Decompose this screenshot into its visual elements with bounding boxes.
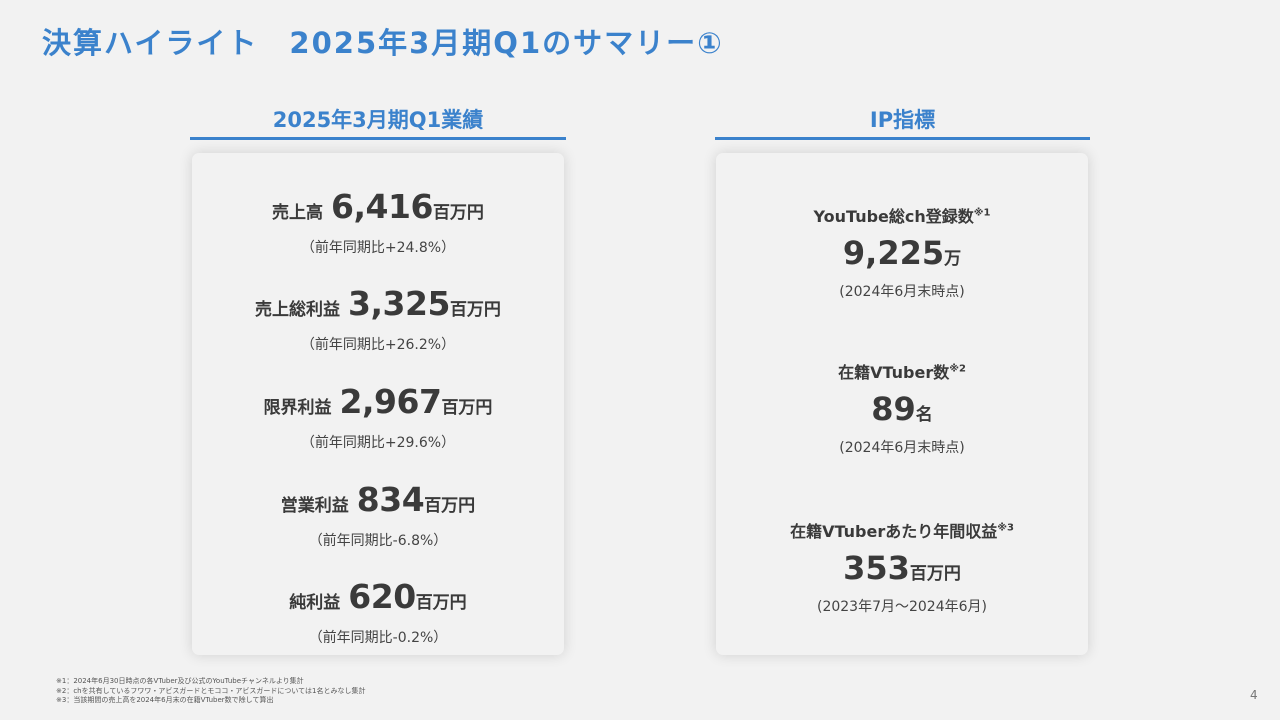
metric-operating-profit: 営業利益 834百万円 （前年同期比-6.8%）: [192, 483, 564, 550]
ip-metric-youtube-subscribers: YouTube総ch登録数※1 9,225万 (2024年6月末時点): [716, 203, 1088, 301]
ip-indicators-heading: IP指標: [715, 104, 1090, 140]
footnote-2: ※2：chを共有しているフワワ・アビスガードとモココ・アビスガードについては1名…: [56, 686, 366, 695]
ip-metric-label: 在籍VTuberあたり年間収益: [790, 522, 998, 541]
metric-value: 2,967: [339, 382, 442, 421]
metric-unit: 百万円: [432, 203, 484, 223]
ip-metric-unit: 名: [915, 405, 933, 425]
ip-metric-value: 89: [871, 390, 916, 428]
metric-label: 売上総利益: [255, 300, 341, 320]
metric-label: 営業利益: [280, 496, 349, 516]
ip-metric-unit: 百万円: [909, 564, 961, 584]
footnote-ref: ※1: [973, 207, 991, 219]
ip-metric-label: 在籍VTuber数: [838, 363, 950, 382]
metric-unit: 百万円: [449, 300, 501, 320]
metric-yoy: （前年同期比+29.6%）: [300, 435, 456, 451]
metric-value: 3,325: [348, 284, 450, 323]
ip-metric-revenue-per-vtuber: 在籍VTuberあたり年間収益※3 353百万円 (2023年7月～2024年6…: [716, 518, 1088, 616]
ip-metric-sub: (2023年7月～2024年6月): [817, 599, 987, 615]
footnote-ref: ※3: [997, 522, 1014, 534]
footnote-3: ※3：当該期間の売上高を2024年6月末の在籍VTuber数で除して算出: [56, 696, 274, 704]
metric-yoy: （前年同期比-6.8%）: [308, 533, 448, 549]
metric-yoy: （前年同期比+24.8%）: [300, 240, 456, 256]
metric-label: 限界利益: [263, 398, 332, 418]
ip-metric-value: 9,225: [842, 234, 945, 272]
metric-gross-profit: 売上総利益 3,325百万円 （前年同期比+26.2%）: [192, 287, 564, 354]
metric-unit: 百万円: [424, 496, 476, 516]
metric-label: 売上高: [272, 203, 324, 223]
footnote-1: ※1：2024年6月30日時点の各VTuber及び公式のYouTubeチャンネル…: [56, 677, 304, 685]
slide-title: 決算ハイライト 2025年3月期Q1のサマリー①: [42, 26, 724, 60]
q1-results-heading: 2025年3月期Q1業績: [190, 104, 566, 140]
page-number: 4: [1250, 688, 1258, 702]
metric-marginal-profit: 限界利益 2,967百万円 （前年同期比+29.6%）: [192, 385, 564, 452]
ip-metric-vtuber-count: 在籍VTuber数※2 89名 (2024年6月末時点): [716, 359, 1088, 457]
metric-label: 純利益: [289, 593, 341, 613]
ip-metric-label: YouTube総ch登録数: [813, 207, 974, 226]
metric-value: 834: [356, 480, 425, 519]
q1-results-card: 売上高 6,416百万円 （前年同期比+24.8%） 売上総利益 3,325百万円 …: [192, 153, 564, 655]
footnotes: ※1：2024年6月30日時点の各VTuber及び公式のYouTubeチャンネル…: [56, 677, 366, 706]
metric-value: 6,416: [331, 187, 433, 226]
metric-yoy: （前年同期比+26.2%）: [300, 337, 456, 353]
metric-value: 620: [348, 577, 416, 616]
metric-net-profit: 純利益 620百万円 （前年同期比-0.2%）: [192, 580, 564, 647]
ip-metric-sub: (2024年6月末時点): [839, 440, 965, 456]
metric-yoy: （前年同期比-0.2%）: [308, 630, 448, 646]
ip-metric-sub: (2024年6月末時点): [839, 284, 965, 300]
ip-indicators-card: YouTube総ch登録数※1 9,225万 (2024年6月末時点) 在籍VT…: [716, 153, 1088, 655]
ip-metric-unit: 万: [944, 249, 962, 269]
metric-revenue: 売上高 6,416百万円 （前年同期比+24.8%）: [192, 190, 564, 257]
footnote-ref: ※2: [949, 363, 966, 375]
ip-metric-value: 353: [843, 549, 910, 587]
metric-unit: 百万円: [415, 593, 467, 613]
metric-unit: 百万円: [441, 398, 493, 418]
